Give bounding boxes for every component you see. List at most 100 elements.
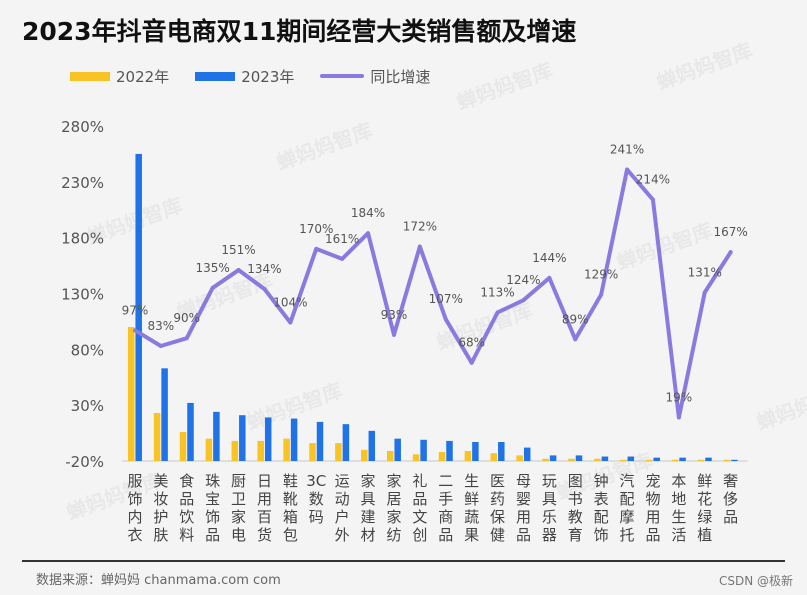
y-tick-label: 130% [61,286,104,304]
y-tick-label: 280% [61,118,104,136]
x-category-label: 美妆护肤 [153,472,168,544]
bar-2022 [153,412,161,461]
bar-2022 [127,327,135,461]
x-category-label: 钟表配饰 [594,472,609,544]
bar-2023 [653,457,660,461]
growth-data-label: 113% [480,285,514,299]
growth-point [314,246,319,251]
x-category-label: 奢侈品 [723,472,738,526]
y-axis: 280% 230% 180% 130% 80% 30% -20% [61,118,748,471]
growth-point [132,328,137,333]
bar-2023 [601,456,609,461]
bar-2023 [264,417,272,461]
bar-2022 [568,458,575,461]
growth-point [469,360,474,365]
bar-2022 [438,452,446,461]
y-tick-label: 180% [61,230,104,248]
bar-2022 [386,450,394,461]
watermark-text: 蝉妈妈智库 [454,58,556,115]
growth-data-label: 170% [299,222,333,236]
bar-2023 [290,418,298,461]
x-category-label: 鲜花绿植 [697,472,712,544]
bar-2023 [135,153,142,461]
growth-data-label: 241% [610,143,644,157]
growth-data-label: 134% [247,262,281,276]
bar-2022 [723,459,731,461]
bar-2023 [187,402,194,461]
x-category-label: 宠物用品 [645,472,660,544]
growth-point [728,250,733,255]
growth-data-label: 214% [636,173,670,187]
bar-2023 [731,459,738,461]
bar-2023 [523,447,531,461]
x-category-label: 二手商品 [438,472,453,544]
bar-2022 [231,440,239,461]
legend-label-2023: 2023年 [241,67,295,86]
bar-2022 [516,455,523,461]
bar-2023 [705,457,712,461]
watermark-text: 蝉妈妈智库 [754,378,807,435]
growth-point [340,256,345,261]
growth-data-label: 131% [688,265,722,279]
legend-label-2022: 2022年 [116,67,170,86]
growth-data-label: 97% [122,303,149,317]
x-category-label: 食品饮料 [179,472,194,544]
x-category-label: 家具建材 [361,472,376,544]
y-tick-label: 30% [71,397,104,415]
x-category-label: 礼品文创 [412,472,427,544]
x-category-label: 服饰内衣 [127,472,142,544]
bar-2023 [394,438,401,461]
bar-2023 [342,424,350,461]
growth-data-label: 129% [584,268,618,282]
legend-item-2022: 2022年 [70,66,169,87]
growth-data-label: 104% [273,296,307,310]
growth-point [521,298,526,303]
growth-point [676,415,681,420]
data-source: 数据来源：蝉妈妈 chanmama.com com [36,573,281,588]
growth-data-label: 151% [221,243,255,257]
growth-point [443,317,448,322]
growth-data-label: 161% [325,232,359,246]
growth-data-label: 172% [403,220,437,234]
watermark-text: 蝉妈妈智库 [64,468,166,525]
growth-line [132,167,733,420]
bar-2023 [316,421,324,461]
bar-layer [127,153,738,461]
growth-data-label: 68% [458,336,485,350]
bar-2022 [671,459,679,461]
bar-2022 [620,459,627,461]
x-category-label: 母婴用品 [516,472,531,544]
legend: 2022年 2023年 同比增速 [70,64,430,88]
bar-2022 [697,459,705,461]
bar-2022 [645,459,653,461]
x-category-label: 玩具乐器 [542,472,557,544]
footer-divider [22,560,785,562]
bar-2022 [283,438,290,461]
bar-2023 [420,439,427,461]
growth-point [650,197,655,202]
x-category-label: 汽配摩托 [620,472,635,544]
bar-2023 [213,411,220,461]
y-tick-label: -20% [65,453,104,471]
x-category-label: 3C 数码 [306,472,326,526]
x-category-label: 厨卫家电 [231,472,246,544]
growth-data-label: 144% [532,251,566,265]
bar-2022 [464,450,472,461]
growth-point [366,231,371,236]
growth-data-label: 19% [666,390,693,404]
growth-data-label: 83% [148,319,175,333]
growth-point [573,337,578,342]
watermark-text: 蝉妈妈智库 [274,118,376,175]
legend-swatch-2022 [70,71,110,81]
x-category-label: 生鲜蔬果 [464,472,479,544]
legend-swatch-2023 [195,71,236,81]
legend-label-growth: 同比增速 [370,67,431,86]
credit-text: CSDN @极新 [718,574,793,588]
growth-point [262,287,267,292]
bar-2023 [498,442,505,461]
x-category-label: 运动户外 [335,472,350,544]
growth-data-label: 89% [562,312,589,326]
growth-point [288,320,293,325]
growth-data-label: 184% [351,206,385,220]
y-tick-label: 230% [61,174,104,192]
